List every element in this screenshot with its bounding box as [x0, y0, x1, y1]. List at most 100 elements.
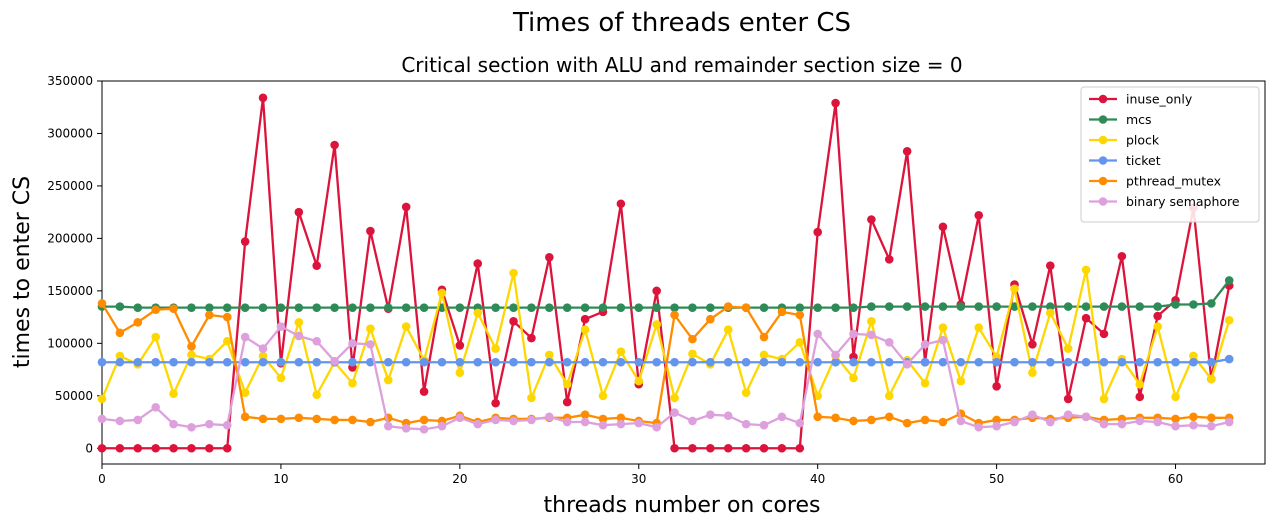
- data-point-pthread-mutex: [777, 307, 787, 317]
- data-point-binary-semaphore: [276, 322, 286, 331]
- data-point-inuse-only: [294, 207, 304, 217]
- data-point-ticket: [813, 357, 822, 367]
- data-point-binary-semaphore: [151, 403, 160, 412]
- data-point-ticket: [258, 357, 268, 367]
- data-point-binary-semaphore: [1224, 417, 1234, 427]
- data-point-inuse-only: [992, 382, 1001, 391]
- legend-label: ticket: [1126, 153, 1161, 168]
- data-point-pthread-mutex: [115, 328, 125, 338]
- data-point-inuse-only: [652, 286, 661, 296]
- data-point-mcs: [759, 303, 769, 312]
- data-point-mcs: [920, 302, 930, 311]
- data-point-binary-semaphore: [205, 419, 214, 429]
- data-point-plock: [151, 332, 160, 342]
- data-point-ticket: [383, 357, 393, 367]
- data-point-ticket: [1010, 357, 1019, 367]
- data-point-mcs: [294, 303, 304, 312]
- data-point-ticket: [706, 357, 715, 367]
- data-point-mcs: [670, 303, 679, 312]
- data-point-mcs: [956, 302, 966, 311]
- data-point-binary-semaphore: [813, 329, 822, 339]
- data-point-plock: [974, 323, 984, 332]
- data-point-pthread-mutex: [258, 414, 268, 424]
- data-point-binary-semaphore: [974, 422, 984, 432]
- data-point-plock: [455, 368, 465, 378]
- data-point-binary-semaphore: [294, 331, 304, 341]
- data-point-ticket: [294, 357, 304, 367]
- data-point-binary-semaphore: [616, 419, 626, 429]
- data-point-plock: [688, 349, 697, 359]
- data-point-inuse-only: [545, 252, 554, 262]
- data-point-pthread-mutex: [366, 417, 375, 427]
- data-point-ticket: [884, 357, 894, 367]
- data-point-ticket: [491, 357, 500, 367]
- data-point-binary-semaphore: [562, 417, 572, 427]
- x-tick-label: 40: [810, 472, 825, 486]
- x-axis-ticks: 0 10 20 30 40 50 60: [98, 464, 1183, 486]
- data-point-pthread-mutex: [97, 299, 107, 308]
- data-point-ticket: [1117, 357, 1127, 367]
- data-point-pthread-mutex: [133, 318, 143, 327]
- data-point-binary-semaphore: [688, 416, 697, 426]
- data-point-plock: [97, 394, 107, 404]
- data-point-binary-semaphore: [884, 337, 894, 347]
- data-point-binary-semaphore: [992, 421, 1001, 431]
- series-line-binary-semaphore: [101, 325, 1230, 431]
- data-point-mcs: [527, 303, 536, 312]
- data-point-plock: [276, 373, 286, 383]
- data-point-pthread-mutex: [348, 415, 357, 425]
- data-point-mcs: [401, 303, 411, 312]
- data-point-ticket: [1135, 357, 1145, 367]
- data-point-inuse-only: [455, 341, 465, 350]
- chart-subtitle: Critical section with ALU and remainder …: [401, 53, 962, 77]
- legend-swatch-marker: [1098, 94, 1108, 104]
- data-point-inuse-only: [509, 316, 518, 326]
- series-line-mcs: [102, 279, 1231, 309]
- y-tick-label: 50000: [55, 389, 93, 403]
- data-point-plock: [580, 325, 590, 334]
- data-point-binary-semaphore: [938, 335, 948, 345]
- data-point-pthread-mutex: [795, 310, 805, 320]
- x-axis-label: threads number on cores: [544, 493, 821, 518]
- data-point-binary-semaphore: [902, 360, 912, 369]
- data-point-pthread-mutex: [1189, 412, 1198, 422]
- series-inuse-only: [97, 93, 1234, 453]
- data-point-ticket: [920, 357, 930, 367]
- data-point-binary-semaphore: [1028, 410, 1037, 419]
- data-point-inuse-only: [670, 443, 679, 453]
- data-point-pthread-mutex: [205, 310, 214, 320]
- data-point-inuse-only: [222, 443, 232, 453]
- data-point-ticket: [992, 357, 1001, 367]
- data-point-mcs: [1010, 302, 1019, 311]
- data-point-binary-semaphore: [491, 415, 500, 425]
- data-point-mcs: [652, 303, 661, 312]
- data-point-ticket: [366, 357, 375, 367]
- data-point-binary-semaphore: [1063, 410, 1073, 419]
- data-point-inuse-only: [580, 314, 590, 324]
- data-point-ticket: [205, 357, 214, 367]
- data-point-binary-semaphore: [956, 416, 966, 426]
- data-point-binary-semaphore: [330, 356, 339, 366]
- data-point-ticket: [1171, 357, 1180, 367]
- data-point-inuse-only: [97, 443, 107, 453]
- data-point-binary-semaphore: [831, 350, 840, 360]
- data-point-plock: [240, 388, 250, 397]
- data-point-ticket: [849, 357, 858, 367]
- data-point-plock: [1135, 379, 1145, 389]
- data-point-plock: [1171, 392, 1180, 402]
- data-point-ticket: [759, 357, 769, 367]
- data-point-pthread-mutex: [992, 415, 1001, 425]
- data-point-binary-semaphore: [383, 421, 393, 431]
- data-point-inuse-only: [938, 222, 948, 232]
- data-point-inuse-only: [831, 98, 840, 108]
- data-point-plock: [312, 390, 322, 400]
- data-point-ticket: [97, 357, 107, 367]
- data-point-pthread-mutex: [187, 342, 196, 351]
- data-point-plock: [1099, 394, 1109, 404]
- data-point-pthread-mutex: [723, 302, 733, 311]
- data-point-binary-semaphore: [1153, 417, 1162, 427]
- data-point-plock: [634, 376, 644, 386]
- legend-box: [1080, 86, 1260, 223]
- data-point-ticket: [115, 357, 125, 367]
- data-point-pthread-mutex: [813, 412, 822, 422]
